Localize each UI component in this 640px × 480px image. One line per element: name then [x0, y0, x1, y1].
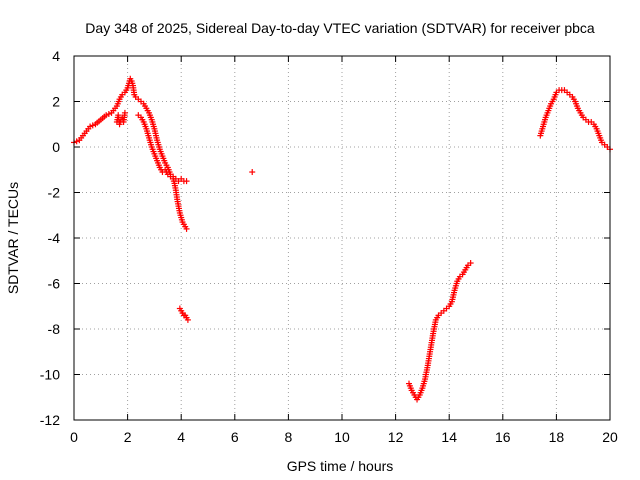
x-tick-label: 6: [231, 429, 239, 445]
y-tick-label: -2: [48, 185, 61, 201]
x-tick-label: 18: [549, 429, 565, 445]
y-tick-label: -10: [40, 367, 60, 383]
data-point: [87, 123, 94, 130]
data-point: [89, 122, 96, 129]
x-tick-label: 14: [441, 429, 457, 445]
data-points: [71, 75, 613, 403]
data-point: [183, 178, 190, 185]
y-tick-label: 0: [52, 139, 60, 155]
y-tick-label: 2: [52, 94, 60, 110]
data-point: [105, 111, 112, 118]
x-tick-label: 2: [124, 429, 132, 445]
x-tick-label: 8: [285, 429, 293, 445]
x-tick-label: 16: [495, 429, 511, 445]
y-tick-label: -8: [48, 321, 61, 337]
data-point: [73, 138, 80, 145]
grid-lines: [74, 56, 610, 420]
x-tick-label: 20: [602, 429, 618, 445]
x-tick-label: 0: [70, 429, 78, 445]
data-point: [184, 316, 191, 323]
y-tick-label: -4: [48, 230, 61, 246]
data-point: [183, 225, 190, 232]
y-axis-label: SDTVAR / TECUs: [5, 182, 21, 294]
y-tick-labels: -12 -10 -8 -6 -4 -2 0 2 4: [40, 48, 60, 428]
x-tick-label: 12: [388, 429, 404, 445]
data-point: [103, 112, 110, 119]
x-axis-label: GPS time / hours: [287, 458, 394, 474]
x-tick-label: 10: [334, 429, 350, 445]
data-point: [467, 260, 474, 267]
y-tick-label: 4: [52, 48, 60, 64]
y-tick-label: -12: [40, 412, 60, 428]
plot-frame: [73, 55, 611, 421]
y-tick-label: -6: [48, 276, 61, 292]
data-point: [249, 169, 256, 176]
data-point: [121, 109, 128, 116]
x-tick-label: 4: [177, 429, 185, 445]
x-tick-labels: 0 2 4 6 8 10 12 14 16 18 20: [70, 429, 618, 445]
chart-title: Day 348 of 2025, Sidereal Day-to-day VTE…: [85, 20, 595, 36]
